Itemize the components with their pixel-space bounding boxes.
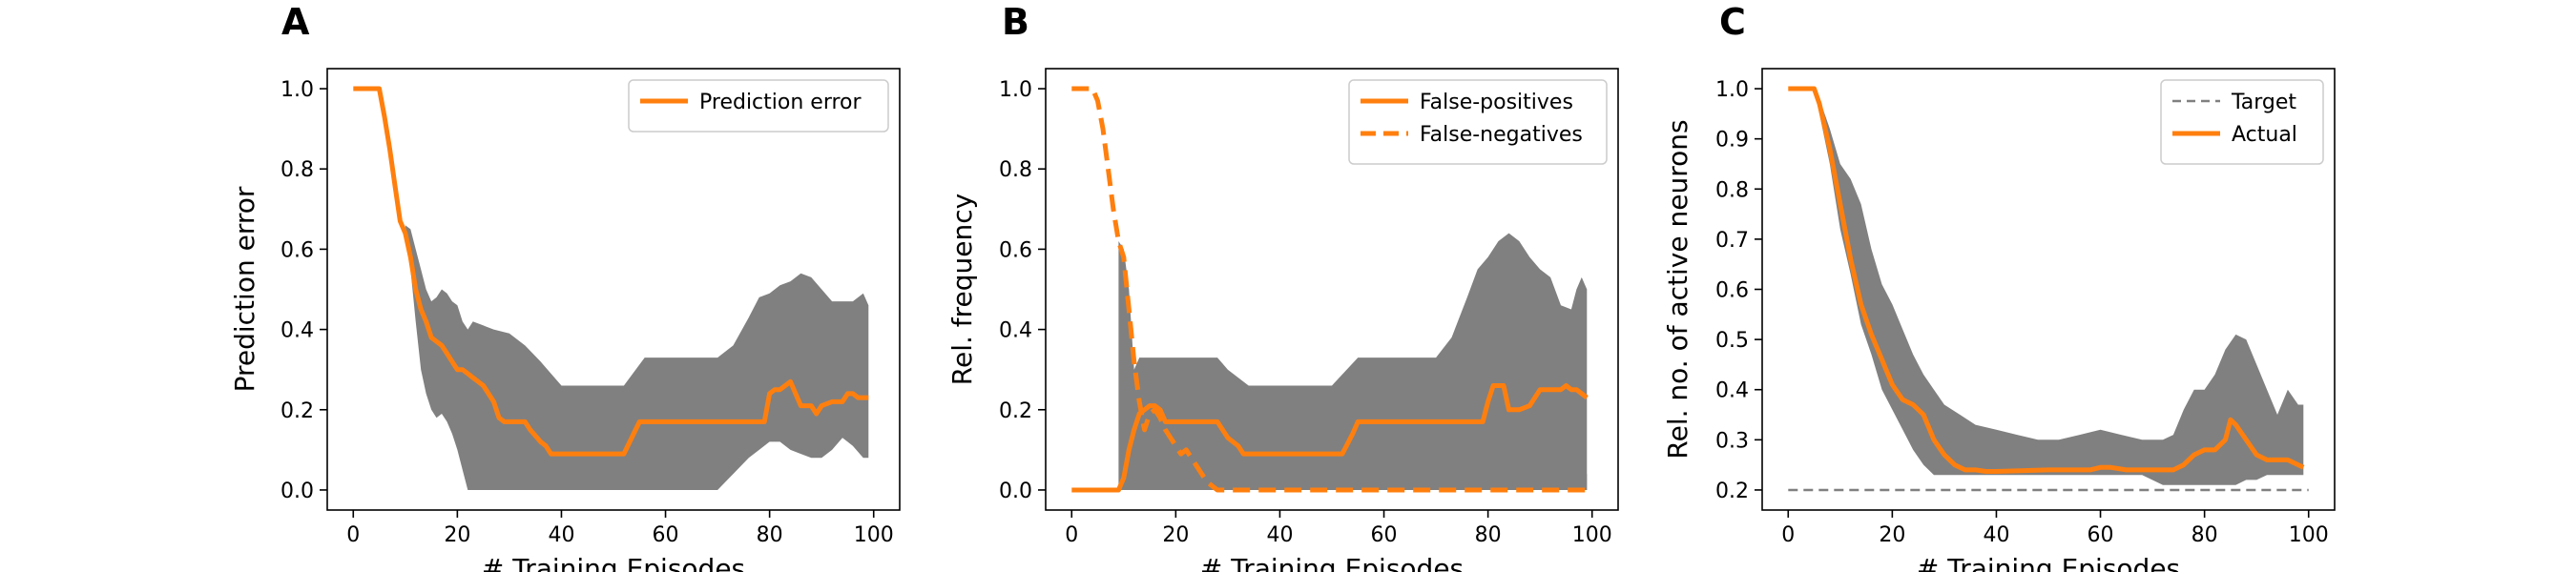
legend-label: Actual [2232,123,2297,147]
variability-band [1118,233,1588,490]
y-axis-label: Rel. frequency [946,194,978,385]
x-tick-label: 20 [1162,523,1189,547]
panel-c: 0 20 40 60 80 100 0.2 0.3 0.4 0.5 0.6 0.7 0.8 0.9 1.0 #… [1662,1,2336,572]
x-tick-label: 0 [1065,523,1078,547]
y-tick-label: 1.0 [999,78,1032,102]
plot-area [1071,86,1589,493]
legend-label: False-positives [1420,91,1573,114]
y-tick-label: 0.2 [999,399,1032,423]
y-tick-label: 0.0 [999,480,1032,503]
x-tick-label: 80 [2192,523,2218,547]
y-tick-label: 0.6 [1715,279,1749,303]
legend-label: False-negatives [1420,123,1583,147]
x-tick-label: 100 [2289,523,2329,547]
x-tick-label: 60 [653,523,679,547]
x-tick-label: 40 [1983,523,2009,547]
x-tick-label: 20 [444,523,470,547]
y-tick-label: 0.8 [280,158,314,182]
y-tick-label: 0.6 [280,238,314,262]
y-tick-label: 0.2 [280,399,314,423]
x-tick-label: 100 [1572,523,1612,547]
y-tick-label: 1.0 [280,78,314,102]
x-tick-label: 100 [854,523,894,547]
legend-label: Target [2231,91,2296,114]
y-tick-label: 0.8 [999,158,1032,182]
panel-letter: C [1719,1,1746,43]
legend: False-positives False-negatives [1348,79,1608,165]
y-tick-label: 0.8 [1715,178,1749,202]
y-tick-label: 0.3 [1715,429,1749,453]
series-line-false-positives [1071,383,1589,493]
x-axis-label: # Training Episodes [1200,553,1464,572]
series-line-prediction-error [353,86,869,457]
y-axis-label: Rel. no. of active neurons [1662,119,1693,459]
plot-area [353,86,869,490]
y-tick-label: 0.9 [1715,129,1749,153]
axes-frame [326,68,901,511]
panel-b: 0 20 40 60 80 100 0.0 0.2 0.4 0.6 0.8 1.0 # Training… [946,1,1619,572]
x-tick-label: 40 [548,523,574,547]
y-tick-label: 1.0 [1715,78,1749,102]
x-tick-label: 0 [1781,523,1795,547]
x-tick-label: 20 [1879,523,1905,547]
legend-frame [628,79,889,133]
y-tick-label: 0.4 [1715,379,1749,403]
legend-label: Prediction error [699,91,862,114]
x-tick-label: 40 [1266,523,1293,547]
legend-frame [1348,79,1608,165]
y-tick-label: 0.2 [1715,480,1749,503]
y-tick-label: 0.0 [280,480,314,503]
panel-letter: A [281,1,310,43]
x-tick-label: 60 [2088,523,2114,547]
plot-area [1788,86,2309,492]
x-tick-label: 80 [757,523,783,547]
variability-band [1814,89,2304,485]
legend: Target Actual [2160,79,2324,165]
variability-band [405,225,869,490]
y-tick-label: 0.4 [280,319,314,343]
y-axis-label: Prediction error [229,186,260,392]
series-line-false-negatives [1071,86,1588,493]
x-axis-label: # Training Episodes [482,553,745,572]
y-tick-label: 0.7 [1715,229,1749,253]
series-line-actual [1788,86,2305,474]
panel-a: 0 20 40 60 80 100 0.0 0.2 0.4 0.6 0.8 1.0 # Training… [229,1,901,572]
x-tick-label: 60 [1371,523,1398,547]
y-tick-label: 0.4 [999,319,1032,343]
y-tick-label: 0.6 [999,238,1032,262]
y-tick-label: 0.5 [1715,329,1749,353]
variability-band [1466,458,1588,490]
x-tick-label: 80 [1475,523,1502,547]
x-tick-label: 0 [346,523,360,547]
legend: Prediction error [628,79,889,133]
axes-frame [1045,68,1619,511]
panel-letter: B [1002,1,1029,43]
x-axis-label: # Training Episodes [1917,553,2180,572]
